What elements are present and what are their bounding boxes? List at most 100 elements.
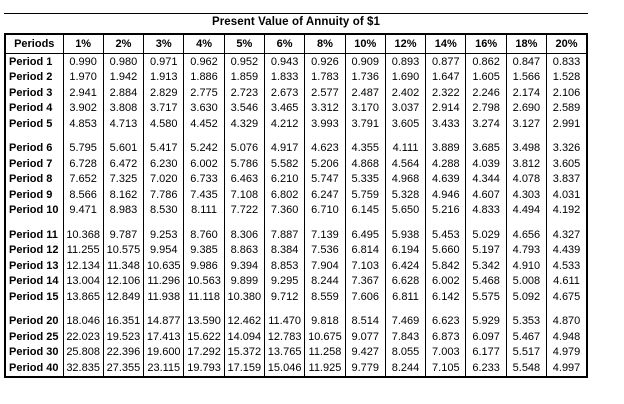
value-cell: 9.818 [304, 313, 346, 329]
value-cell: 8.244 [384, 360, 427, 377]
table-row: Period 12 11.255 10.575 9.954 9.385 8.863 8.38… [4, 242, 588, 258]
row-label: Period 6 [4, 140, 64, 156]
value-cell: 7.469 [384, 313, 427, 329]
table-header: Periods 1% 2% 3% 4% 5% 6% 8% 10% 12% 14% 16% 18% 20% [4, 33, 588, 54]
page-title: Present Value of Annuity of $1 [211, 16, 381, 28]
rate-column-header: 12% [384, 33, 427, 54]
value-cell: 4.212 [263, 116, 306, 132]
value-cell: 3.312 [304, 100, 346, 116]
value-cell: 3.630 [183, 100, 225, 116]
value-cell: 13.765 [263, 344, 306, 360]
table-row: Period 13 12.134 11.348 10.635 9.986 9.394 8.8… [4, 258, 588, 274]
value-cell: 8.559 [304, 289, 346, 305]
value-cell: 19.793 [183, 360, 225, 377]
spacer-cell [505, 131, 548, 141]
value-cell: 6.230 [143, 156, 185, 172]
spacer-cell [384, 131, 427, 141]
value-cell: 7.536 [304, 242, 346, 258]
value-cell: 13.865 [62, 289, 104, 305]
value-cell: 7.904 [304, 258, 346, 274]
value-cell: 4.793 [505, 242, 548, 258]
value-cell: 7.887 [263, 227, 306, 243]
value-cell: 0.909 [344, 53, 386, 70]
value-cell: 11.255 [62, 242, 104, 258]
value-cell: 25.808 [62, 344, 104, 360]
value-cell: 17.159 [223, 360, 265, 377]
value-cell: 4.303 [505, 187, 548, 203]
value-cell: 12.106 [102, 273, 145, 289]
value-cell: 4.675 [546, 289, 588, 305]
value-cell: 9.253 [143, 227, 185, 243]
value-cell: 7.606 [344, 289, 386, 305]
value-cell: 5.842 [425, 258, 467, 274]
value-cell: 3.837 [546, 171, 588, 187]
value-cell: 1.783 [304, 69, 346, 85]
value-cell: 2.106 [546, 85, 588, 101]
value-cell: 5.938 [384, 227, 427, 243]
row-label: Period 12 [4, 242, 64, 258]
value-cell: 12.134 [62, 258, 104, 274]
value-cell: 7.652 [62, 171, 104, 187]
table-row: Period 6 5.795 5.601 5.417 5.242 5.076 4.917 4.… [4, 140, 588, 156]
value-cell: 5.786 [223, 156, 265, 172]
value-cell: 9.954 [143, 242, 185, 258]
value-cell: 2.991 [546, 116, 588, 132]
value-cell: 8.111 [183, 202, 225, 218]
row-label: Period 2 [4, 69, 64, 85]
value-cell: 8.162 [102, 187, 145, 203]
value-cell: 3.808 [102, 100, 145, 116]
row-label: Period 30 [4, 344, 64, 360]
value-cell: 3.605 [546, 156, 588, 172]
row-label: Period 7 [4, 156, 64, 172]
value-cell: 2.914 [425, 100, 467, 116]
value-cell: 3.433 [425, 116, 467, 132]
value-cell: 1.859 [223, 69, 265, 85]
value-cell: 0.952 [223, 53, 265, 70]
value-cell: 12.783 [263, 329, 306, 345]
value-cell: 4.833 [465, 202, 507, 218]
value-cell: 11.296 [143, 273, 185, 289]
table-row: Period 2 1.970 1.942 1.913 1.886 1.859 1.833 1.… [4, 69, 588, 85]
value-cell: 6.472 [102, 156, 145, 172]
spacer-cell [62, 304, 104, 314]
value-cell: 5.517 [505, 344, 548, 360]
spacer-cell [62, 131, 104, 141]
spacer-cell [425, 304, 467, 314]
spacer-cell [546, 304, 588, 314]
value-cell: 4.439 [546, 242, 588, 258]
value-cell: 5.650 [384, 202, 427, 218]
row-label: Period 15 [4, 289, 64, 305]
value-cell: 4.997 [546, 360, 588, 377]
value-cell: 4.656 [505, 227, 548, 243]
spacer-cell [183, 304, 225, 314]
spacer-cell [223, 131, 265, 141]
value-cell: 6.710 [304, 202, 346, 218]
row-label: Period 4 [4, 100, 64, 116]
value-cell: 1.647 [425, 69, 467, 85]
value-cell: 0.980 [102, 53, 145, 70]
spacer-cell [143, 218, 185, 227]
table-row: Period 7 6.728 6.472 6.230 6.002 5.786 5.582 5.… [4, 156, 588, 172]
value-cell: 1.566 [505, 69, 548, 85]
value-cell: 10.368 [62, 227, 104, 243]
value-cell: 11.470 [263, 313, 306, 329]
value-cell: 0.877 [425, 53, 467, 70]
value-cell: 4.288 [425, 156, 467, 172]
value-cell: 8.055 [384, 344, 427, 360]
value-cell: 3.605 [384, 116, 427, 132]
value-cell: 2.174 [505, 85, 548, 101]
value-cell: 1.970 [62, 69, 104, 85]
value-cell: 6.424 [384, 258, 427, 274]
value-cell: 6.873 [425, 329, 467, 345]
value-cell: 3.791 [344, 116, 386, 132]
value-cell: 3.685 [465, 140, 507, 156]
row-label: Period 3 [4, 85, 64, 101]
value-cell: 12.849 [102, 289, 145, 305]
value-cell: 6.811 [384, 289, 427, 305]
value-cell: 5.076 [223, 140, 265, 156]
value-cell: 32.835 [62, 360, 104, 377]
value-cell: 8.244 [304, 273, 346, 289]
row-label: Period 10 [4, 202, 64, 218]
value-cell: 0.833 [546, 53, 588, 70]
row-label: Period 13 [4, 258, 64, 274]
